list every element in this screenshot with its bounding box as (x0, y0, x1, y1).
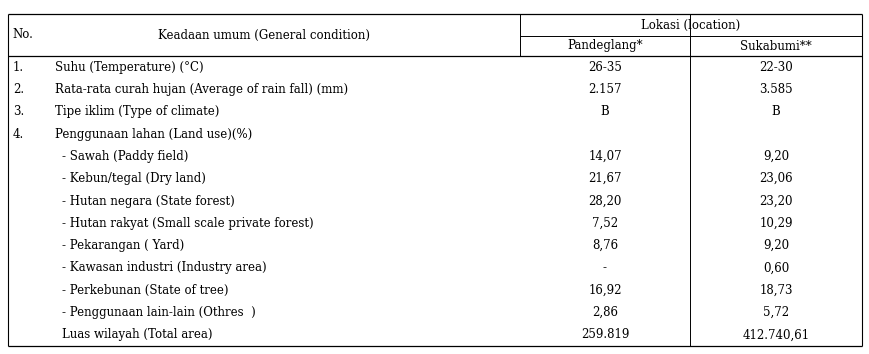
Text: Keadaan umum (General condition): Keadaan umum (General condition) (158, 29, 369, 41)
Text: 2.157: 2.157 (587, 83, 621, 96)
Text: 9,20: 9,20 (762, 150, 788, 163)
Text: 412.740,61: 412.740,61 (741, 329, 809, 341)
Text: 28,20: 28,20 (587, 194, 621, 207)
Text: 259.819: 259.819 (580, 329, 628, 341)
Text: -: - (602, 261, 607, 274)
Text: 2.: 2. (13, 83, 24, 96)
Text: 23,20: 23,20 (759, 194, 792, 207)
Text: 14,07: 14,07 (587, 150, 621, 163)
Text: - Pekarangan ( Yard): - Pekarangan ( Yard) (62, 239, 184, 252)
Text: Lokasi (location): Lokasi (location) (640, 18, 740, 32)
Text: - Sawah (Paddy field): - Sawah (Paddy field) (62, 150, 189, 163)
Text: Suhu (Temperature) (°C): Suhu (Temperature) (°C) (55, 61, 203, 74)
Text: Rata-rata curah hujan (Average of rain fall) (mm): Rata-rata curah hujan (Average of rain f… (55, 83, 348, 96)
Text: 8,76: 8,76 (591, 239, 617, 252)
Text: 3.: 3. (13, 105, 24, 118)
Text: - Kawasan industri (Industry area): - Kawasan industri (Industry area) (62, 261, 266, 274)
Text: - Hutan rakyat (Small scale private forest): - Hutan rakyat (Small scale private fore… (62, 217, 313, 230)
Text: Luas wilayah (Total area): Luas wilayah (Total area) (62, 329, 212, 341)
Text: - Hutan negara (State forest): - Hutan negara (State forest) (62, 194, 235, 207)
Text: 9,20: 9,20 (762, 239, 788, 252)
Text: - Perkebunan (State of tree): - Perkebunan (State of tree) (62, 284, 229, 297)
Text: B: B (771, 105, 779, 118)
Text: 3.585: 3.585 (759, 83, 792, 96)
Text: 1.: 1. (13, 61, 24, 74)
Text: Penggunaan lahan (Land use)(%): Penggunaan lahan (Land use)(%) (55, 127, 252, 141)
Text: No.: No. (12, 29, 33, 41)
Text: - Penggunaan lain-lain (Othres  ): - Penggunaan lain-lain (Othres ) (62, 306, 255, 319)
Text: 2,86: 2,86 (591, 306, 617, 319)
Text: 18,73: 18,73 (759, 284, 792, 297)
Text: B: B (600, 105, 608, 118)
Text: 16,92: 16,92 (587, 284, 621, 297)
Text: - Kebun/tegal (Dry land): - Kebun/tegal (Dry land) (62, 172, 206, 185)
Text: 0,60: 0,60 (762, 261, 788, 274)
Text: 4.: 4. (13, 127, 24, 141)
Text: Pandeglang*: Pandeglang* (567, 40, 642, 52)
Text: Sukabumi**: Sukabumi** (740, 40, 811, 52)
Text: 7,52: 7,52 (591, 217, 617, 230)
Text: Tipe iklim (Type of climate): Tipe iklim (Type of climate) (55, 105, 219, 118)
Text: 5,72: 5,72 (762, 306, 788, 319)
Text: 26-35: 26-35 (587, 61, 621, 74)
Text: 23,06: 23,06 (759, 172, 792, 185)
Text: 21,67: 21,67 (587, 172, 621, 185)
Text: 10,29: 10,29 (759, 217, 792, 230)
Text: 22-30: 22-30 (759, 61, 792, 74)
